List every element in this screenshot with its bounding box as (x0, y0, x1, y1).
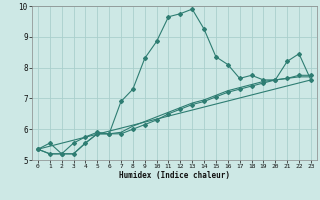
X-axis label: Humidex (Indice chaleur): Humidex (Indice chaleur) (119, 171, 230, 180)
